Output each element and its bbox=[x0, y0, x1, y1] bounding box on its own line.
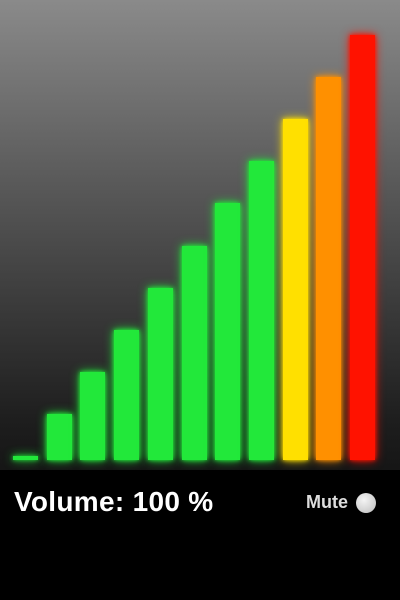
mute-toggle[interactable]: Mute bbox=[306, 492, 376, 513]
volume-bar-11 bbox=[350, 35, 375, 460]
volume-unit: % bbox=[188, 486, 214, 517]
volume-bar-1 bbox=[13, 456, 38, 460]
volume-bar-3 bbox=[80, 371, 106, 460]
mute-indicator-icon[interactable] bbox=[356, 492, 376, 513]
volume-readout: Volume: 100 % bbox=[14, 486, 214, 518]
control-footer: Volume: 100 % Mute bbox=[0, 470, 400, 600]
volume-bar-9 bbox=[282, 119, 308, 460]
volume-bar-10 bbox=[316, 77, 342, 460]
volume-bar-8 bbox=[248, 161, 274, 460]
volume-bar-4 bbox=[114, 329, 140, 460]
volume-bar-7 bbox=[215, 203, 241, 460]
volume-label-text: Volume: bbox=[14, 486, 125, 517]
volume-bar-6 bbox=[181, 245, 207, 460]
volume-value: 100 bbox=[132, 486, 181, 517]
volume-bar-5 bbox=[147, 287, 173, 460]
volume-bar-2 bbox=[46, 413, 72, 460]
volume-meter[interactable] bbox=[0, 0, 400, 470]
mute-label: Mute bbox=[306, 492, 348, 512]
